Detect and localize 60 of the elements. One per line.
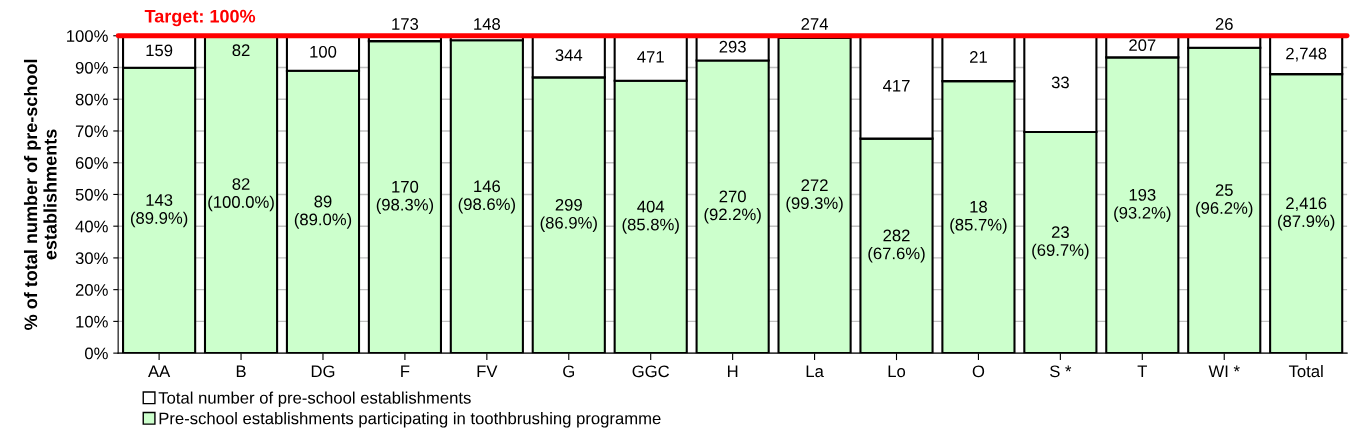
data-label: 146 (98.6%)	[458, 180, 515, 214]
data-label: 25 (96.2%)	[1196, 184, 1253, 218]
x-tick-label: F	[401, 365, 410, 378]
y-tick-label: 70%	[75, 125, 108, 138]
data-label: 18 (85.7%)	[950, 200, 1007, 234]
x-tick-label: Total	[1288, 364, 1323, 378]
data-label: 82 (100.0%)	[208, 178, 274, 212]
x-tick-label: B	[236, 365, 246, 378]
annotation: 293	[719, 40, 746, 53]
x-tick-label: AA	[148, 365, 171, 378]
annotation: 274	[801, 18, 828, 30]
y-tick-label: 60%	[75, 157, 108, 169]
data-label: 89 (89.0%)	[294, 195, 352, 229]
x-tick-label: DG	[311, 365, 335, 378]
data-label: 272 (99.3%)	[786, 179, 843, 213]
data-label: 270 (92.2%)	[704, 190, 761, 224]
annotation: 173	[392, 18, 419, 30]
x-tick-label: T	[1137, 365, 1148, 378]
data-label: 2,416 (87.9%)	[1278, 197, 1335, 231]
annotation: 26	[1215, 18, 1233, 30]
x-tick-label: La	[806, 365, 824, 378]
annotation: 207	[1129, 39, 1156, 52]
x-tick-label: S *	[1050, 365, 1072, 378]
x-tick-label: Lo	[888, 365, 906, 378]
data-label: 282 (67.6%)	[868, 229, 925, 263]
x-tick-label: H	[727, 365, 738, 378]
y-tick-label: 10%	[76, 315, 108, 328]
annotation: 33	[1051, 76, 1069, 89]
data-label: 404 (85.8%)	[622, 200, 679, 234]
data-label: 23 (69.7%)	[1032, 226, 1089, 260]
data-label: 299 (86.9%)	[540, 198, 597, 232]
annotation: 344	[555, 49, 583, 62]
x-tick-label: O	[972, 365, 985, 378]
data-label: 193 (93.2%)	[1114, 188, 1171, 222]
y-tick-label: 20%	[75, 284, 108, 296]
annotation: 21	[970, 51, 987, 63]
data-label: 143 (89.9%)	[130, 194, 188, 228]
x-tick-label: WI *	[1208, 365, 1240, 378]
annotation: 100	[310, 45, 337, 58]
y-axis-title: % of total number of pre-school establishments	[23, 59, 57, 330]
data-label: 170 (98.3%)	[376, 180, 434, 214]
y-tick-label: 50%	[75, 188, 108, 201]
annotation: 159	[146, 44, 173, 57]
legend-label: Pre-school establishments participating in toothbrushing programme	[159, 412, 661, 428]
y-tick-label: 80%	[75, 93, 108, 106]
y-tick-label: 0%	[84, 347, 108, 360]
legend-label: Total number of pre-school establishments	[158, 391, 471, 408]
annotation: 82	[232, 44, 250, 57]
annotation: 471	[637, 51, 664, 63]
annotation: 417	[882, 80, 910, 92]
annotation: 148	[474, 18, 501, 30]
annotation: 2,748	[1286, 47, 1327, 62]
ref-line-label: Target: 100%	[144, 9, 256, 27]
y-tick-label: 90%	[75, 61, 108, 74]
y-tick-label: 40%	[75, 220, 108, 233]
y-tick-label: 30%	[75, 252, 108, 265]
x-tick-label: GGC	[632, 365, 670, 378]
x-tick-label: FV	[477, 365, 498, 378]
y-tick-label: 100%	[67, 30, 108, 42]
x-tick-label: G	[563, 365, 575, 378]
